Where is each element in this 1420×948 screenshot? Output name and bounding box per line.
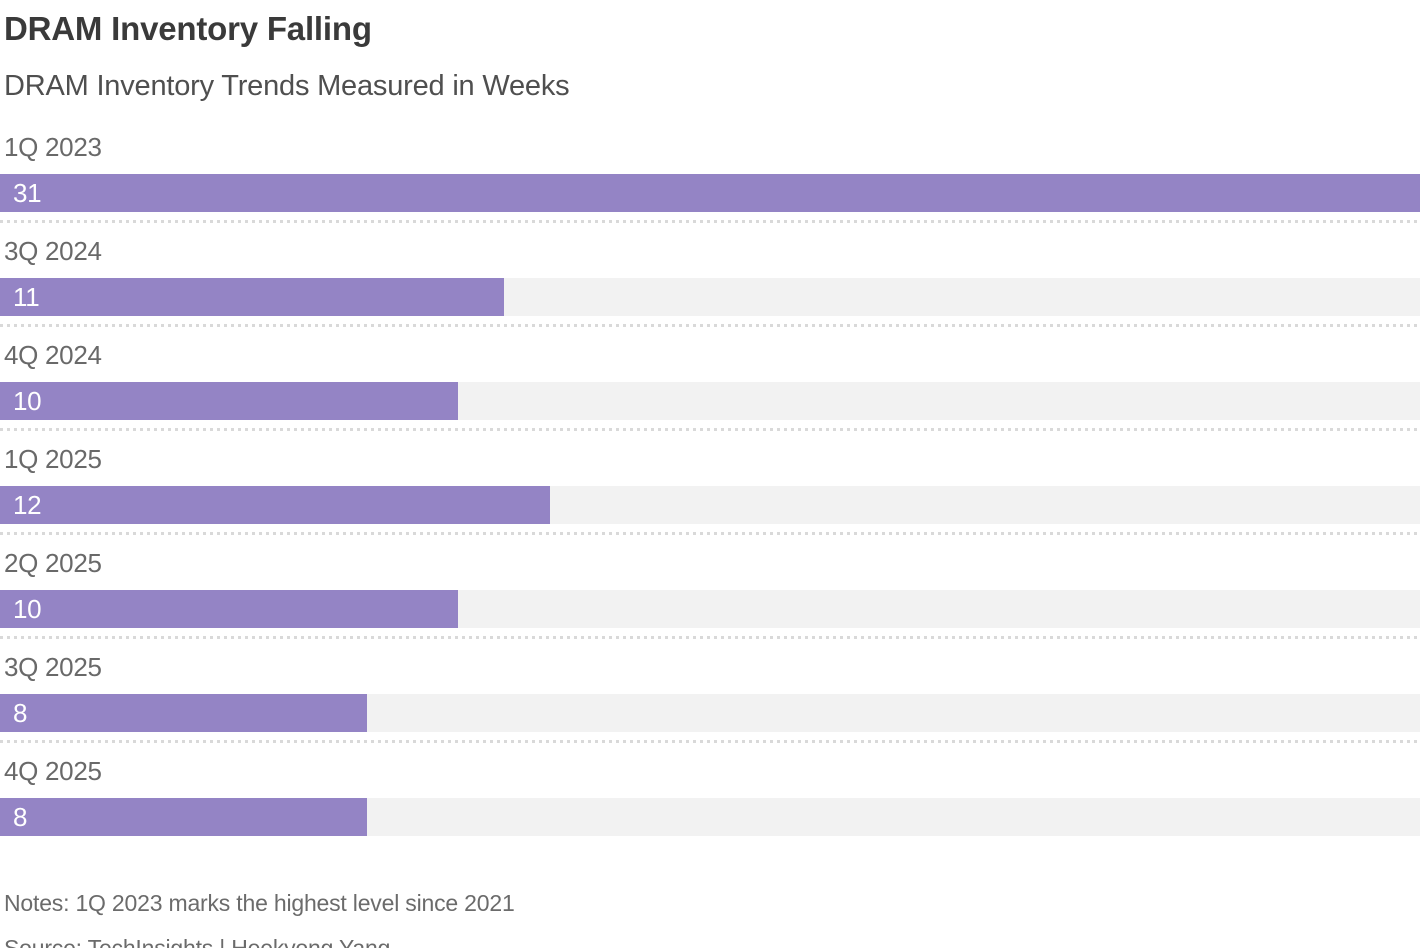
chart-row: 1Q 2023 31 [0, 133, 1420, 223]
chart-footer: Notes: 1Q 2023 marks the highest level s… [0, 890, 1420, 948]
bar: 12 [0, 486, 550, 524]
category-label: 2Q 2025 [4, 548, 102, 578]
bar-track: 8 [0, 694, 1420, 732]
chart-row: 4Q 2025 8 [0, 757, 1420, 847]
bar-track: 11 [0, 278, 1420, 316]
bar: 31 [0, 174, 1420, 212]
bar-value-label: 10 [13, 385, 42, 416]
bar: 10 [0, 382, 459, 420]
category-label: 4Q 2024 [4, 340, 102, 370]
dotted-separator [0, 220, 1420, 223]
dotted-separator [0, 636, 1420, 639]
category-label: 3Q 2024 [4, 236, 102, 266]
bar-value-label: 10 [13, 593, 42, 624]
bar-value-label: 8 [13, 801, 28, 832]
bar: 8 [0, 694, 367, 732]
dotted-separator [0, 740, 1420, 743]
dotted-separator [0, 428, 1420, 431]
page-subtitle: DRAM Inventory Trends Measured in Weeks [4, 70, 570, 102]
source-text: Source: TechInsights | Heekyong Yang [4, 935, 391, 948]
bar-track: 10 [0, 382, 1420, 420]
category-label: 1Q 2025 [4, 444, 102, 474]
bar-chart: 1Q 2023 31 3Q 2024 11 4Q 2024 10 1Q 2025 12 2Q 2… [0, 133, 1420, 847]
notes-text: Notes: 1Q 2023 marks the highest level s… [4, 890, 515, 916]
chart-row: 2Q 2025 10 [0, 549, 1420, 639]
chart-row: 3Q 2024 11 [0, 237, 1420, 327]
dotted-separator [0, 532, 1420, 535]
chart-row: 1Q 2025 12 [0, 445, 1420, 535]
bar-track: 12 [0, 486, 1420, 524]
bar-value-label: 12 [13, 489, 42, 520]
bar: 10 [0, 590, 459, 628]
bar-value-label: 11 [13, 281, 40, 312]
bar: 11 [0, 278, 504, 316]
bar-track: 10 [0, 590, 1420, 628]
category-label: 1Q 2023 [4, 132, 102, 162]
category-label: 3Q 2025 [4, 652, 102, 682]
bar-track: 31 [0, 174, 1420, 212]
bar-value-label: 8 [13, 697, 28, 728]
category-label: 4Q 2025 [4, 756, 102, 786]
chart-row: 3Q 2025 8 [0, 653, 1420, 743]
bar-track: 8 [0, 798, 1420, 836]
dotted-separator [0, 324, 1420, 327]
chart-row: 4Q 2024 10 [0, 341, 1420, 431]
bar-value-label: 31 [13, 177, 42, 208]
bar: 8 [0, 798, 367, 836]
page-title: DRAM Inventory Falling [4, 10, 372, 47]
